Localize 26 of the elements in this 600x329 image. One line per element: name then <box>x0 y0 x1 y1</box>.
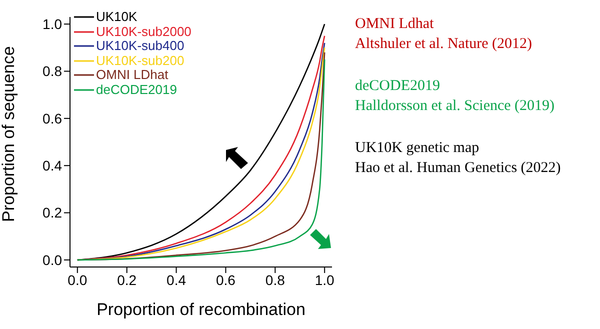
text: Halldorsson et al. Science (2019) <box>355 97 556 116</box>
legend-label: UK10K-sub2000 <box>96 24 192 39</box>
legend-label: UK10K-sub200 <box>96 52 184 68</box>
x-tick-label: 0.4 <box>166 272 186 288</box>
x-tick-label: 1.0 <box>314 272 335 288</box>
text: Altshuler et al. Nature (2012) <box>355 35 534 54</box>
text: deCODE2019 <box>355 77 441 96</box>
x-axis-title: Proportion of recombination <box>96 300 306 319</box>
legend-label: UK10K <box>96 9 138 24</box>
y-tick-label: 0.4 <box>42 158 62 174</box>
x-tick-label: 0.6 <box>216 272 236 288</box>
y-tick-label: 0.2 <box>42 204 62 221</box>
x-tick-label: 0.2 <box>117 272 137 288</box>
text: OMNI Ldhat <box>355 15 435 34</box>
y-tick-label: 1.0 <box>42 16 62 32</box>
x-tick-label: 0.0 <box>68 272 88 288</box>
y-tick-label: 0.0 <box>42 252 62 268</box>
y-tick-label: 0.6 <box>42 110 62 126</box>
legend-label: OMNI LDhat <box>96 67 168 82</box>
y-tick-label: 0.8 <box>42 63 62 80</box>
x-tick-label: 0.8 <box>265 272 286 288</box>
text: UK10K genetic map <box>355 139 480 158</box>
legend-label: deCODE2019 <box>96 82 177 97</box>
text: Hao et al. Human Genetics (2022) <box>355 159 561 178</box>
legend-label: UK10K-sub400 <box>96 38 184 54</box>
y-axis-title: Proportion of sequence <box>0 46 18 222</box>
